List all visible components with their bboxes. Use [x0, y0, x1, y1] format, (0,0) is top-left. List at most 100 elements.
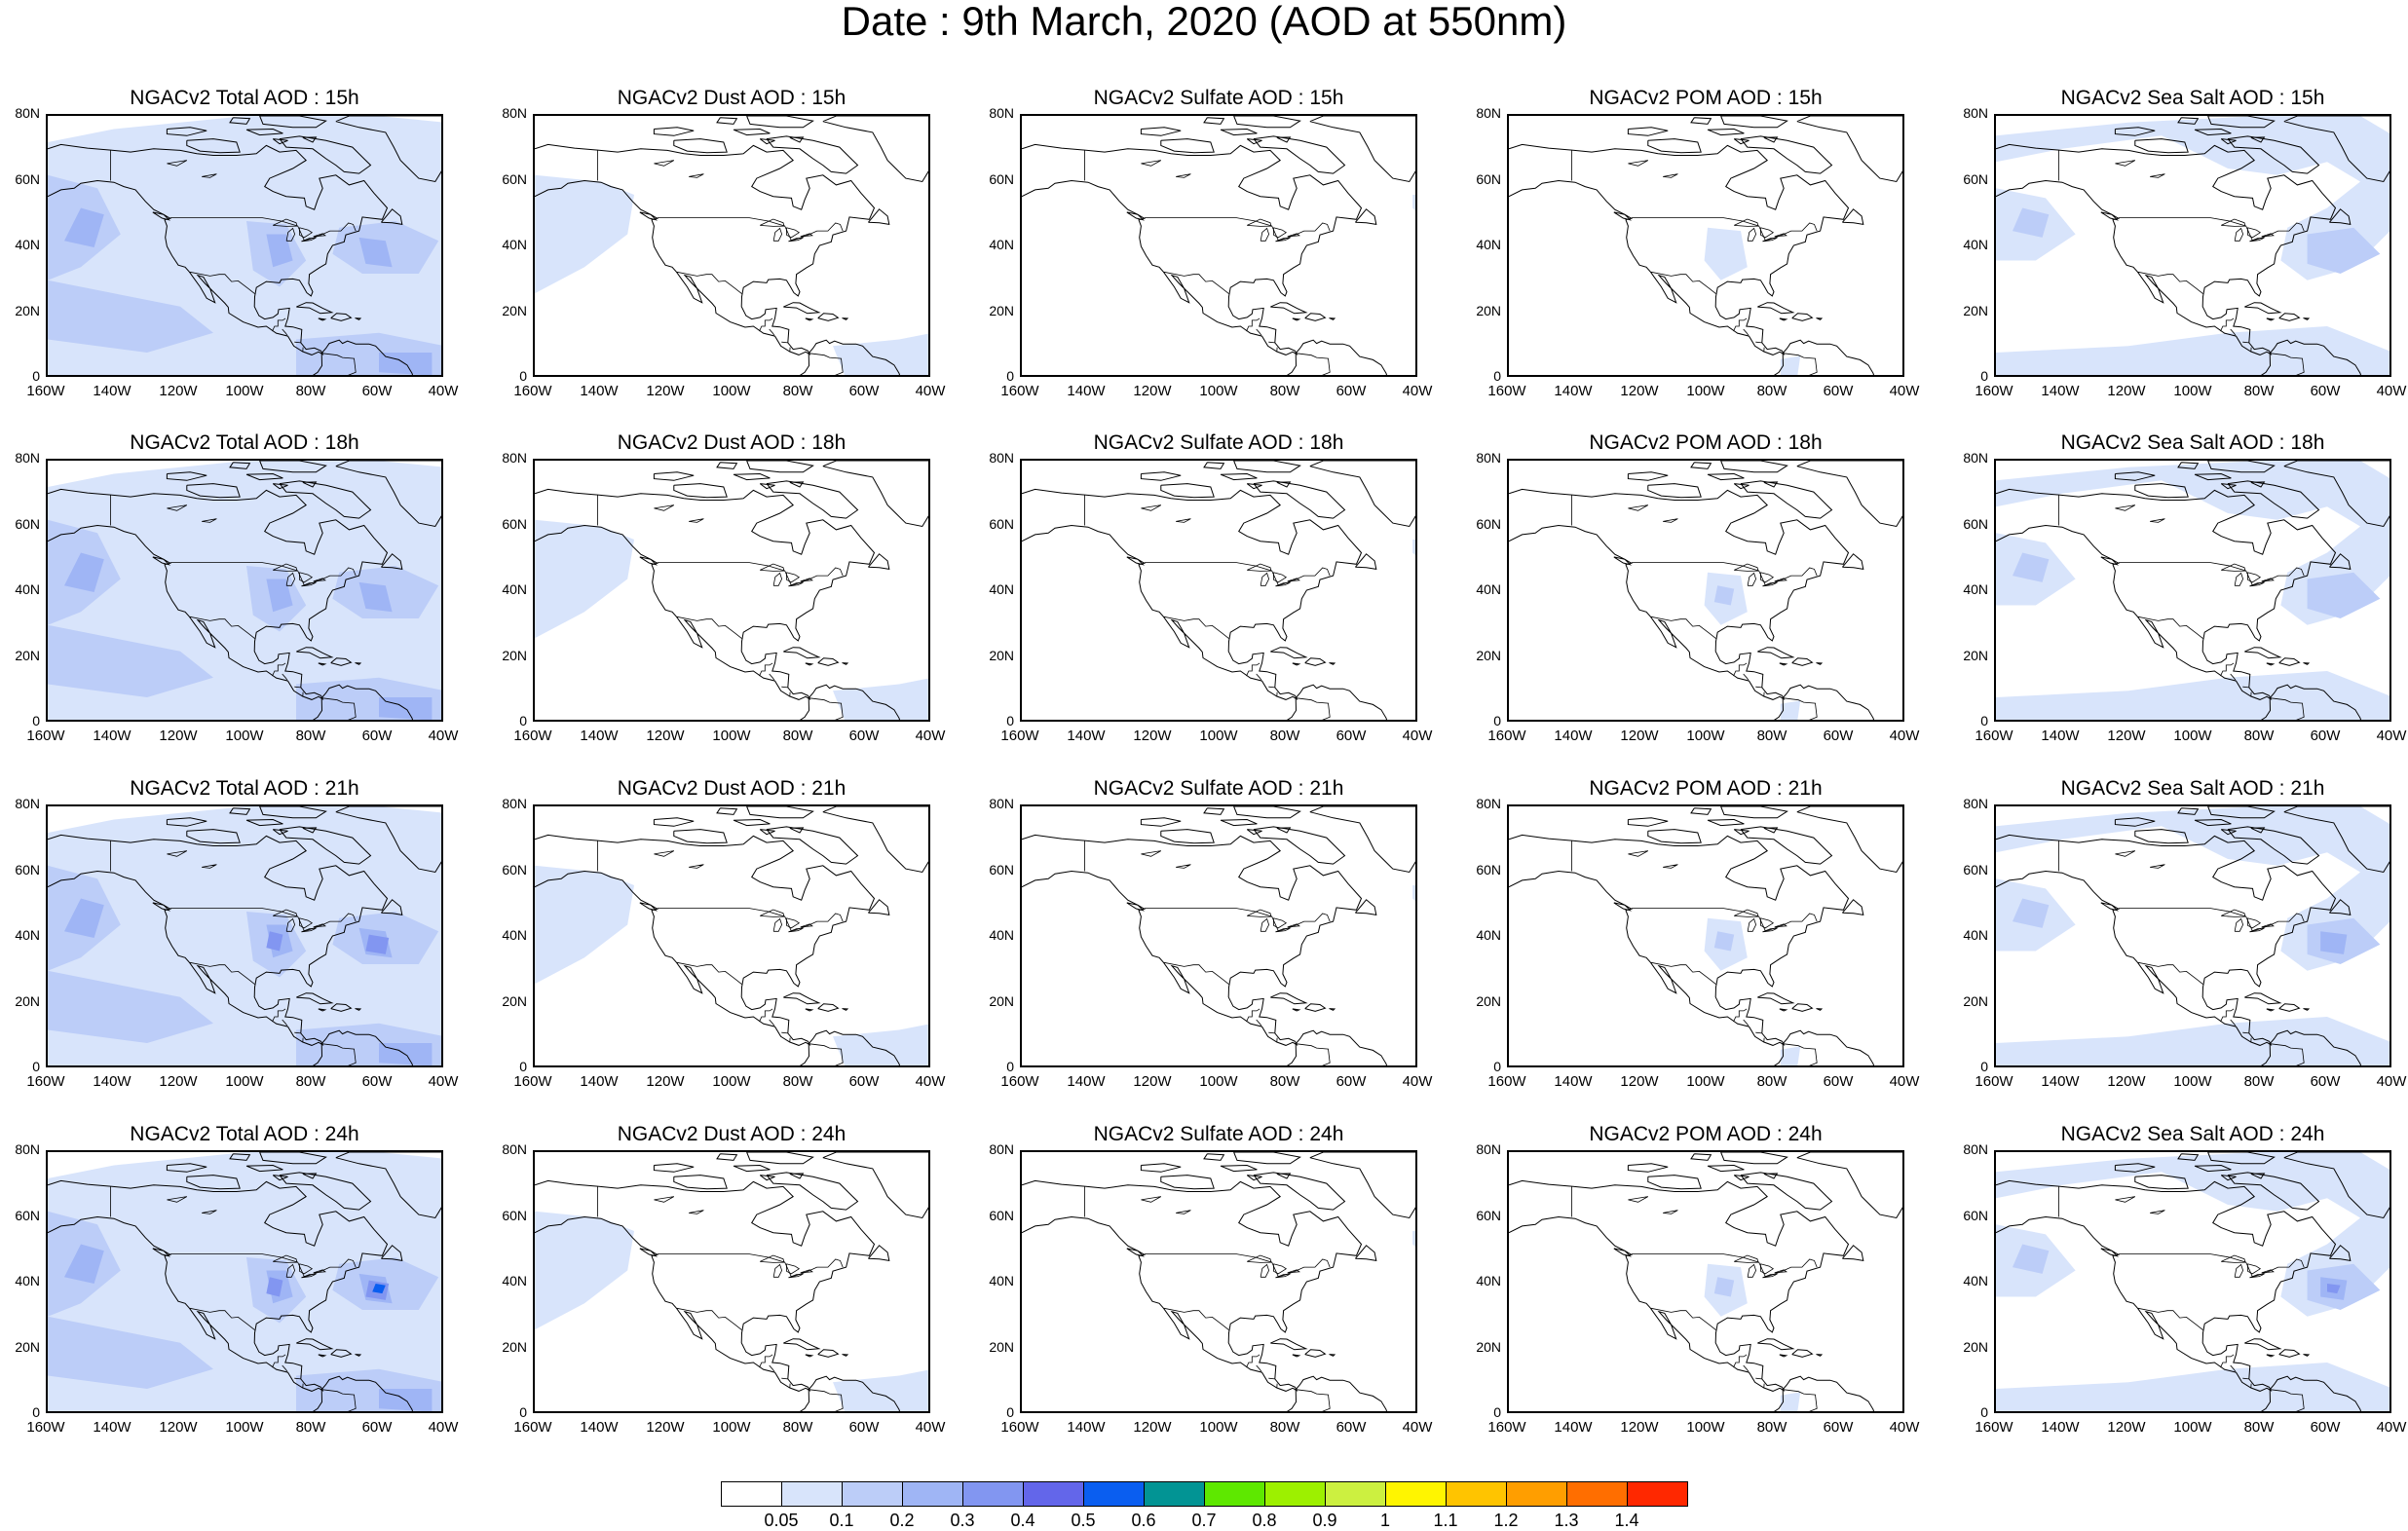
coastline — [766, 1172, 859, 1211]
lon-tick-label: 80W — [295, 728, 326, 744]
lon-tick-label: 40W — [1889, 1073, 1920, 1090]
panel-title: NGACv2 Dust AOD : 21h — [617, 777, 847, 800]
coastline — [759, 829, 775, 836]
lon-tick-label: 80W — [782, 1073, 813, 1090]
aod-field — [535, 865, 634, 985]
coastline — [1996, 834, 2337, 1046]
lat-tick-label: 60N — [502, 1207, 527, 1223]
country-border — [169, 908, 357, 932]
panel-title: NGACv2 Sea Salt AOD : 21h — [2060, 777, 2325, 800]
coastline — [842, 1008, 849, 1011]
lake-outline — [273, 909, 298, 917]
country-border — [769, 1364, 775, 1372]
aod-field — [1412, 885, 1415, 902]
country-border — [2270, 353, 2305, 375]
panel-title: NGACv2 Total AOD : 21h — [130, 777, 359, 800]
lon-tick-label: 40W — [1889, 1419, 1920, 1436]
lake-outline — [785, 572, 801, 583]
coastline — [1203, 117, 1225, 125]
coastline — [1160, 138, 1215, 154]
lake-outline — [1759, 1263, 1775, 1275]
coastline — [166, 127, 207, 136]
country-border — [272, 1354, 286, 1368]
coastline — [2134, 829, 2189, 844]
country-border — [1144, 908, 1331, 932]
lon-tick-label: 80W — [1269, 383, 1300, 399]
coastline — [733, 472, 771, 481]
lon-tick-label: 140W — [93, 728, 132, 744]
aod-field — [2013, 1244, 2050, 1274]
lake-outline — [1272, 1263, 1288, 1275]
aod-field — [1780, 355, 1801, 375]
coastline — [48, 143, 389, 355]
coastline — [1292, 662, 1301, 666]
lake-outline — [1287, 578, 1300, 582]
map-svg — [1022, 1152, 1415, 1411]
lon-tick-label: 120W — [2107, 1073, 2146, 1090]
coastline — [1126, 556, 1146, 566]
coastline — [381, 553, 403, 571]
lake-outline — [2249, 927, 2265, 933]
coastline — [2194, 472, 2232, 481]
coastline — [2278, 1003, 2301, 1012]
coastline — [1253, 826, 1346, 865]
lon-tick-label: 40W — [2376, 383, 2407, 399]
lake-outline — [2150, 173, 2165, 178]
coastline — [789, 1173, 805, 1179]
coastline — [1022, 488, 1363, 700]
coastline — [229, 462, 251, 469]
coastline — [2283, 461, 2389, 528]
coastline — [2220, 829, 2237, 836]
aod-field — [2013, 207, 2050, 238]
coastline — [245, 128, 283, 136]
coastline — [1763, 1173, 1779, 1179]
coastline — [2278, 1349, 2301, 1358]
coastline — [335, 806, 441, 874]
lake-outline — [1774, 1269, 1787, 1274]
lon-tick-label: 160W — [26, 1419, 65, 1436]
panel-title: NGACv2 Sulfate AOD : 18h — [1093, 431, 1344, 454]
country-border — [321, 1389, 357, 1411]
map-frame — [1020, 459, 1417, 722]
coastline — [1022, 1179, 1363, 1392]
lat-tick-label: 80N — [1963, 796, 1988, 811]
lake-outline — [1141, 1196, 1161, 1203]
coastline — [152, 211, 171, 221]
coastline — [1720, 116, 1788, 129]
coastline — [1270, 302, 1308, 315]
lat-tick-label: 20N — [1963, 647, 1988, 663]
map-frame — [1507, 1150, 1904, 1413]
coastline — [355, 1354, 362, 1357]
coastline — [1707, 472, 1745, 481]
lake-outline — [167, 160, 187, 167]
country-border — [657, 908, 844, 932]
colorbar-swatch — [1083, 1481, 1145, 1507]
lon-tick-label: 160W — [1487, 1073, 1526, 1090]
lat-tick-label: 80N — [502, 796, 527, 811]
coastline — [842, 662, 849, 665]
coastline — [1740, 826, 1833, 865]
coastline — [2250, 136, 2266, 143]
coastline — [766, 480, 859, 519]
map-frame — [1020, 804, 1417, 1067]
coastline — [1309, 461, 1415, 528]
coastline — [1253, 480, 1346, 519]
country-border — [2118, 562, 2305, 586]
coastline — [1270, 647, 1308, 659]
coastline — [1304, 1349, 1327, 1358]
lon-tick-label: 40W — [2376, 1419, 2407, 1436]
coastline — [1647, 483, 1702, 499]
lon-tick-label: 140W — [1067, 1419, 1106, 1436]
country-border — [272, 662, 286, 677]
aod-field — [2320, 931, 2348, 954]
coastline — [355, 317, 362, 320]
coastline — [1287, 1029, 1388, 1065]
country-border — [2118, 217, 2305, 242]
colorbar-swatch — [781, 1481, 843, 1507]
coastline — [1292, 1008, 1301, 1012]
country-border — [759, 1008, 773, 1023]
lat-tick-label: 60N — [502, 170, 527, 187]
panel-title: NGACv2 POM AOD : 18h — [1589, 431, 1823, 454]
lat-tick-label: 20N — [15, 302, 40, 318]
country-border — [1296, 1389, 1331, 1411]
